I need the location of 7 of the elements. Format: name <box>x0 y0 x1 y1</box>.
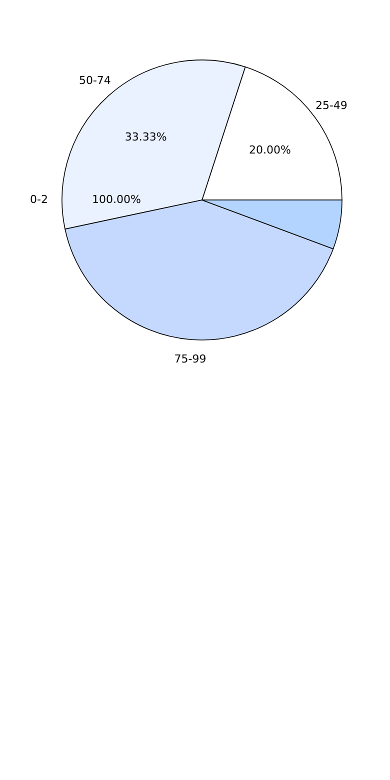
text: 0-2 <box>30 193 48 206</box>
slice-label: 75-99 <box>174 352 206 366</box>
data-label: 20.00% <box>248 144 291 157</box>
slice-label: 50-74 <box>78 74 111 88</box>
text: 100.00% <box>92 193 141 206</box>
slice-label: 25-49 <box>315 98 348 112</box>
data-label: 33.33% <box>124 130 167 144</box>
